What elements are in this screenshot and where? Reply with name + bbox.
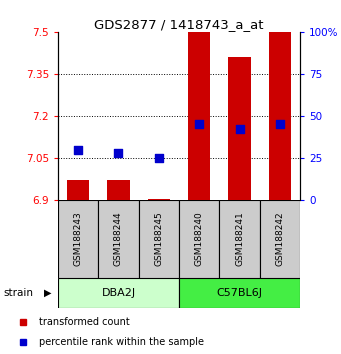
Text: GSM188242: GSM188242 <box>276 212 284 266</box>
Bar <box>260 200 300 278</box>
Bar <box>188 32 210 200</box>
Bar <box>228 57 251 200</box>
Point <box>196 121 202 127</box>
Bar <box>139 200 179 278</box>
Text: GSM188244: GSM188244 <box>114 212 123 266</box>
Text: GSM188243: GSM188243 <box>74 212 83 266</box>
Text: percentile rank within the sample: percentile rank within the sample <box>39 337 204 347</box>
Bar <box>269 32 291 200</box>
Bar <box>58 278 179 308</box>
Bar <box>179 278 300 308</box>
Text: transformed count: transformed count <box>39 318 130 327</box>
Bar <box>98 200 139 278</box>
Text: DBA2J: DBA2J <box>101 288 136 298</box>
Bar <box>219 200 260 278</box>
Text: strain: strain <box>3 288 33 298</box>
Text: GSM188240: GSM188240 <box>195 212 204 266</box>
Bar <box>58 200 98 278</box>
Text: C57BL6J: C57BL6J <box>217 288 263 298</box>
Point <box>277 121 283 127</box>
Title: GDS2877 / 1418743_a_at: GDS2877 / 1418743_a_at <box>94 18 264 31</box>
Point <box>237 127 242 132</box>
Bar <box>148 199 170 200</box>
Bar <box>67 180 89 200</box>
Text: GSM188241: GSM188241 <box>235 212 244 266</box>
Text: GSM188245: GSM188245 <box>154 212 163 266</box>
Point <box>156 155 162 161</box>
Bar <box>179 200 219 278</box>
Text: ▶: ▶ <box>44 288 52 298</box>
Bar <box>107 180 130 200</box>
Point <box>75 147 81 153</box>
Point <box>116 150 121 156</box>
